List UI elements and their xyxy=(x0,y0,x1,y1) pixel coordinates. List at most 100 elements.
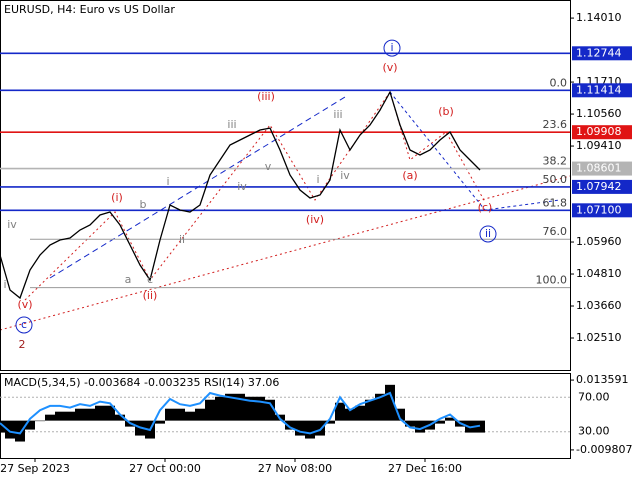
fib-label: 100.0 xyxy=(536,274,568,287)
wave-circle xyxy=(479,225,497,243)
macd-bar xyxy=(155,420,165,424)
macd-bar xyxy=(245,396,255,421)
macd-bar xyxy=(325,420,335,424)
wave-label: (ii) xyxy=(143,289,158,302)
y-tick-label: 1.04810 xyxy=(576,267,622,280)
price-box xyxy=(572,203,632,218)
wave-circle xyxy=(15,316,33,334)
y-tick-label: 1.09410 xyxy=(576,139,622,152)
macd-bar xyxy=(195,408,205,421)
macd-bar xyxy=(185,411,195,421)
y-tick-label: 1.02510 xyxy=(576,331,622,344)
wave-label: iii xyxy=(227,118,236,131)
indicator-title: MACD(5,34,5) -0.003684 -0.003235 RSI(14)… xyxy=(4,376,279,389)
fib-label: 61.8 xyxy=(543,196,568,209)
chart-title: EURUSD, H4: Euro vs US Dollar xyxy=(4,3,175,16)
price-line xyxy=(0,90,481,300)
macd-bar xyxy=(75,408,85,421)
indicator-frame xyxy=(0,373,571,459)
fib-label: 50.0 xyxy=(543,173,568,186)
fib-label: 23.6 xyxy=(543,118,568,131)
y-tick-label: 1.05960 xyxy=(576,235,622,248)
macd-bar xyxy=(65,411,75,421)
wave-label: i xyxy=(390,41,393,54)
macd-bar xyxy=(255,396,265,421)
price-box xyxy=(572,161,632,176)
macd-bar xyxy=(205,399,215,421)
macd-bar xyxy=(115,414,125,421)
price-box-label: 1.11414 xyxy=(576,83,622,96)
price-box xyxy=(572,125,632,140)
x-tick-label: 27 Dec 16:00 xyxy=(388,462,462,475)
trend-line xyxy=(0,175,571,331)
wave-label: (iv) xyxy=(306,213,324,226)
wave-label: i xyxy=(316,173,319,186)
main-frame xyxy=(0,0,571,371)
price-box xyxy=(572,46,632,61)
wave-label: (iii) xyxy=(257,90,275,103)
macd-bar xyxy=(175,408,185,421)
macd-bar xyxy=(385,384,395,421)
x-tick-label: 27 Nov 08:00 xyxy=(258,462,332,475)
wave-label: ii xyxy=(485,227,491,240)
macd-bar xyxy=(375,393,385,421)
price-box-label: 1.12744 xyxy=(576,46,622,59)
macd-bar xyxy=(0,420,5,433)
macd-bar xyxy=(265,399,275,421)
macd-bar xyxy=(235,393,245,421)
y-tick-label: 1.10560 xyxy=(576,107,622,120)
wave-label: (v) xyxy=(382,61,397,74)
macd-bar xyxy=(285,420,295,430)
wave-label: ii xyxy=(179,233,185,246)
wave-line xyxy=(24,90,486,301)
macd-bar xyxy=(225,393,235,421)
macd-bar xyxy=(35,420,45,422)
wave-label: v xyxy=(265,160,272,173)
macd-bar xyxy=(405,420,415,427)
macd-bar xyxy=(55,411,65,421)
wave-label: (v) xyxy=(17,298,32,311)
wave-label: iv xyxy=(340,169,350,182)
price-box-label: 1.08601 xyxy=(576,162,622,175)
fib-label: 38.2 xyxy=(543,155,568,168)
macd-bar xyxy=(435,420,445,424)
macd-bar xyxy=(445,417,455,421)
wave-label: (b) xyxy=(438,105,454,118)
macd-bar xyxy=(395,408,405,421)
wave-label: 2 xyxy=(19,338,26,351)
y2-tick-label: 70.00 xyxy=(578,390,610,403)
wave-label: i xyxy=(166,175,169,188)
wave-label: iii xyxy=(333,108,342,121)
macd-bar xyxy=(25,420,35,430)
wave-label: b xyxy=(140,198,147,211)
macd-bar xyxy=(365,399,375,421)
y2-tick-label: 30.00 xyxy=(578,425,610,438)
y-tick-label: 1.03660 xyxy=(576,299,622,312)
y-tick-label: -0.009807 xyxy=(576,443,632,456)
price-box xyxy=(572,83,632,98)
wave-circle xyxy=(383,39,401,57)
wave-label: iv xyxy=(7,218,17,231)
macd-bar xyxy=(315,420,325,436)
macd-bar xyxy=(355,405,365,421)
price-box-label: 1.09908 xyxy=(576,125,622,138)
rsi-line xyxy=(0,391,481,435)
wave-label: (c) xyxy=(478,201,493,214)
x-tick-label: 27 Sep 2023 xyxy=(0,462,70,475)
macd-bar xyxy=(305,420,315,439)
price-box-label: 1.07942 xyxy=(576,180,622,193)
fib-label: 0.0 xyxy=(550,76,568,89)
wave-label: (i) xyxy=(111,191,123,204)
macd-bar xyxy=(215,396,225,421)
macd-bar xyxy=(85,408,95,421)
price-box xyxy=(572,179,632,194)
fib-label: 76.0 xyxy=(543,225,568,238)
macd-bar xyxy=(45,414,55,421)
wave-label: c xyxy=(147,273,153,286)
price-box-label: 1.07100 xyxy=(576,203,622,216)
macd-bar xyxy=(165,408,175,421)
wave-label: i xyxy=(3,278,6,291)
